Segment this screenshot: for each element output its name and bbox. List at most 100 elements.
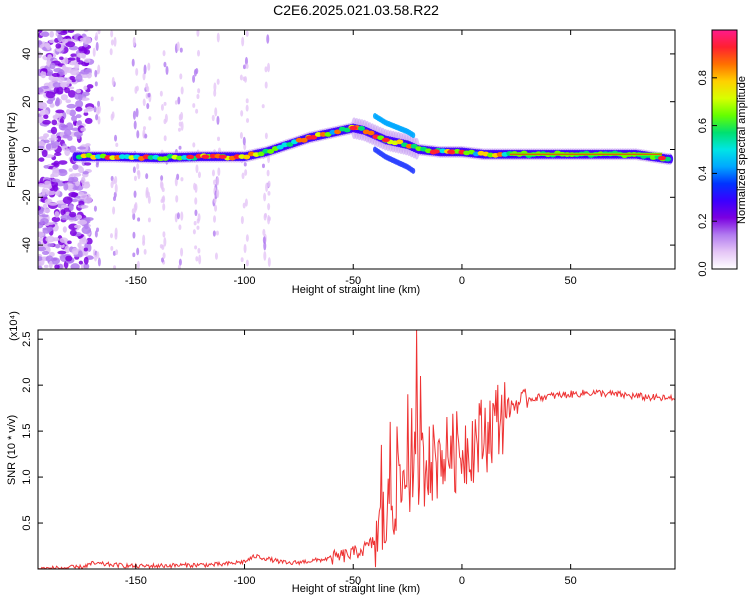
spectrogram-streak-mark: [239, 74, 243, 81]
spectrogram-noise-mark: [64, 148, 71, 157]
spectrogram-streak-mark: [178, 121, 182, 127]
spectrogram-noise-mark: [75, 180, 80, 187]
spectrogram-peak-mark: [305, 135, 314, 140]
spectrogram-streak-mark: [194, 209, 198, 217]
spectrogram-ridge-mark: [243, 154, 251, 160]
spectrogram-noise-mark: [75, 100, 84, 108]
spectrogram-streak-mark: [162, 231, 166, 238]
snr-x-axis-label: Height of straight line (km): [292, 583, 420, 595]
spectrogram-streak-mark: [93, 106, 97, 113]
spectrogram-noise-mark: [73, 224, 82, 229]
spectrogram-streak-mark: [111, 76, 115, 86]
spectrogram-streak-mark: [175, 195, 179, 203]
spectrogram-streak-mark: [266, 34, 270, 44]
spectrogram-streak-mark: [160, 175, 164, 181]
spectrogram-noise-mark: [56, 135, 62, 142]
spectrogram-streak-mark: [112, 178, 116, 185]
spectrogram-streak-mark: [95, 32, 99, 42]
spectrogram-x-tick-label: 0: [459, 275, 465, 287]
spectrogram-streak-mark: [261, 163, 265, 169]
spectrogram-streak-mark: [264, 81, 268, 89]
spectrogram-streak-mark: [197, 49, 201, 57]
spectrogram-noise-mark: [46, 184, 53, 189]
spectrogram-streak-mark: [142, 126, 146, 131]
spectrogram-streak-mark: [114, 183, 118, 194]
spectrogram-streak-mark: [133, 175, 137, 182]
spectrogram-noise-mark: [75, 89, 82, 94]
spectrogram-streak-mark: [133, 190, 137, 198]
spectrogram-noise-mark: [38, 30, 43, 33]
spectrogram-noise-mark: [71, 78, 76, 83]
spectrogram-noise-mark: [50, 126, 58, 135]
snr-x-tick-label: -100: [234, 575, 256, 587]
spectrogram-noise-mark: [69, 68, 80, 76]
spectrogram-streak-mark: [136, 170, 140, 176]
spectrogram-streak-mark: [177, 264, 181, 269]
spectrogram-streak-mark: [267, 180, 271, 188]
spectrogram-noise-mark: [68, 168, 73, 172]
spectrogram-noise-mark: [46, 221, 55, 225]
spectrogram-streak-mark: [242, 202, 246, 209]
spectrogram-streak-mark: [242, 136, 246, 146]
spectrogram-noise-mark: [65, 41, 76, 48]
spectrogram-noise-mark: [59, 83, 70, 87]
spectrogram-streak-mark: [110, 233, 114, 239]
spectrogram-streak-mark: [265, 182, 269, 192]
spectrogram-y-axis-label: Frequency (Hz): [6, 112, 18, 188]
spectrogram-streak-mark: [132, 231, 136, 239]
spectrogram-streak-mark: [162, 203, 166, 211]
spectrogram-streak-mark: [241, 36, 245, 47]
spectrogram-streak-mark: [194, 245, 198, 250]
spectrogram-streak-mark: [136, 260, 140, 269]
spectrogram-noise-mark: [42, 119, 51, 125]
spectrogram-noise-mark: [43, 139, 50, 144]
spectrogram-noise-mark: [79, 237, 88, 245]
spectrogram-noise-mark: [70, 263, 80, 269]
spectrogram-noise-mark: [63, 129, 72, 137]
spectrogram-noise-mark: [51, 178, 61, 183]
spectrogram-streak-mark: [214, 107, 218, 117]
colorbar-tick-label: 0.6: [697, 118, 709, 133]
spectrogram-streak-mark: [264, 66, 268, 73]
spectrogram-streak-mark: [196, 94, 200, 99]
spectrogram-y-axis: -40 -20 0 20 40: [21, 48, 675, 253]
spectrogram-noise-mark: [47, 81, 56, 89]
spectrogram-noise-mark: [83, 195, 93, 204]
spectrogram-streak-mark: [163, 101, 167, 106]
spectrogram-streak-mark: [161, 257, 165, 263]
spectrogram-streak-mark: [113, 36, 117, 47]
spectrogram-streak-mark: [242, 76, 246, 82]
snr-y-tick-label: 1.0: [21, 469, 33, 484]
spectrogram-streak-mark: [197, 88, 201, 94]
spectrogram-peak-mark: [447, 149, 456, 155]
spectrogram-streak-mark: [146, 85, 150, 93]
spectrogram-noise-mark: [62, 196, 73, 204]
spectrogram-streak-mark: [113, 265, 117, 269]
spectrogram-streak-mark: [111, 111, 115, 119]
spectrogram-streak-mark: [180, 86, 184, 95]
spectrogram-x-tick-label: -50: [345, 275, 361, 287]
spectrogram-noise-mark: [40, 217, 49, 225]
spectrogram-streak-mark: [194, 197, 198, 205]
spectrogram-noise-mark: [52, 82, 62, 88]
spectrogram-noise-mark: [75, 74, 83, 82]
spectrogram-streak-mark: [174, 100, 178, 105]
spectrogram-streak-mark: [244, 169, 248, 176]
spectrogram-streak-mark: [267, 257, 271, 267]
spectrogram-noise-mark: [48, 137, 59, 141]
spectrogram-streak-mark: [165, 65, 169, 75]
spectrogram-streak-mark: [92, 47, 96, 57]
spectrogram-noise-mark: [77, 146, 86, 150]
spectrogram-streak-mark: [96, 227, 100, 233]
spectrogram-noise-mark: [74, 172, 82, 177]
spectrogram-streak-mark: [216, 115, 220, 125]
spectrogram-noise-mark: [84, 117, 93, 124]
spectrogram-noise-mark: [75, 214, 83, 220]
spectrogram-noise-mark: [55, 43, 62, 49]
spectrogram-streak-mark: [267, 216, 271, 222]
spectrogram-noise-mark: [65, 122, 74, 131]
spectrogram-streak-mark: [240, 215, 244, 225]
spectrogram-streak-mark: [212, 230, 216, 237]
spectrogram-noise-mark: [49, 102, 55, 108]
spectrogram-noise-mark: [83, 112, 89, 116]
